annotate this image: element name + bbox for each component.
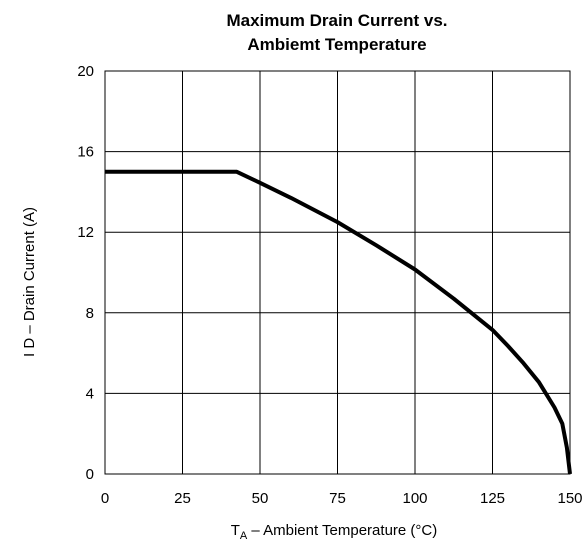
series-line (105, 169, 572, 475)
x-tick-label-0: 0 (101, 490, 109, 507)
x-axis-label-rest: – Ambient Temperature (°C) (247, 522, 437, 539)
x-axis-label: TA – Ambient Temperature (°C) (231, 522, 437, 542)
y-tick-label-16: 16 (77, 144, 94, 161)
x-axis-label-main: T (231, 522, 240, 539)
x-tick-label-25: 25 (174, 490, 191, 507)
y-axis-label: I D – Drain Current (A) (21, 207, 38, 357)
chart-title-line-1: Maximum Drain Current vs. (226, 11, 447, 30)
x-tick-label-50: 50 (252, 490, 269, 507)
x-tick-label-75: 75 (329, 490, 346, 507)
chart-title-line-2: Ambiemt Temperature (247, 35, 426, 54)
tick-labels: 0 25 50 75 100 125 150 0 4 8 12 16 20 (77, 63, 582, 507)
x-axis-label-subscript: A (240, 530, 248, 542)
y-tick-label-4: 4 (86, 385, 94, 402)
grid (105, 71, 570, 474)
y-tick-label-20: 20 (77, 63, 94, 80)
y-tick-label-8: 8 (86, 305, 94, 322)
x-tick-label-125: 125 (480, 490, 505, 507)
y-tick-label-12: 12 (77, 224, 94, 241)
x-tick-label-100: 100 (402, 490, 427, 507)
y-tick-label-0: 0 (86, 466, 94, 483)
x-tick-label-150: 150 (557, 490, 582, 507)
plot-area (104, 70, 571, 475)
